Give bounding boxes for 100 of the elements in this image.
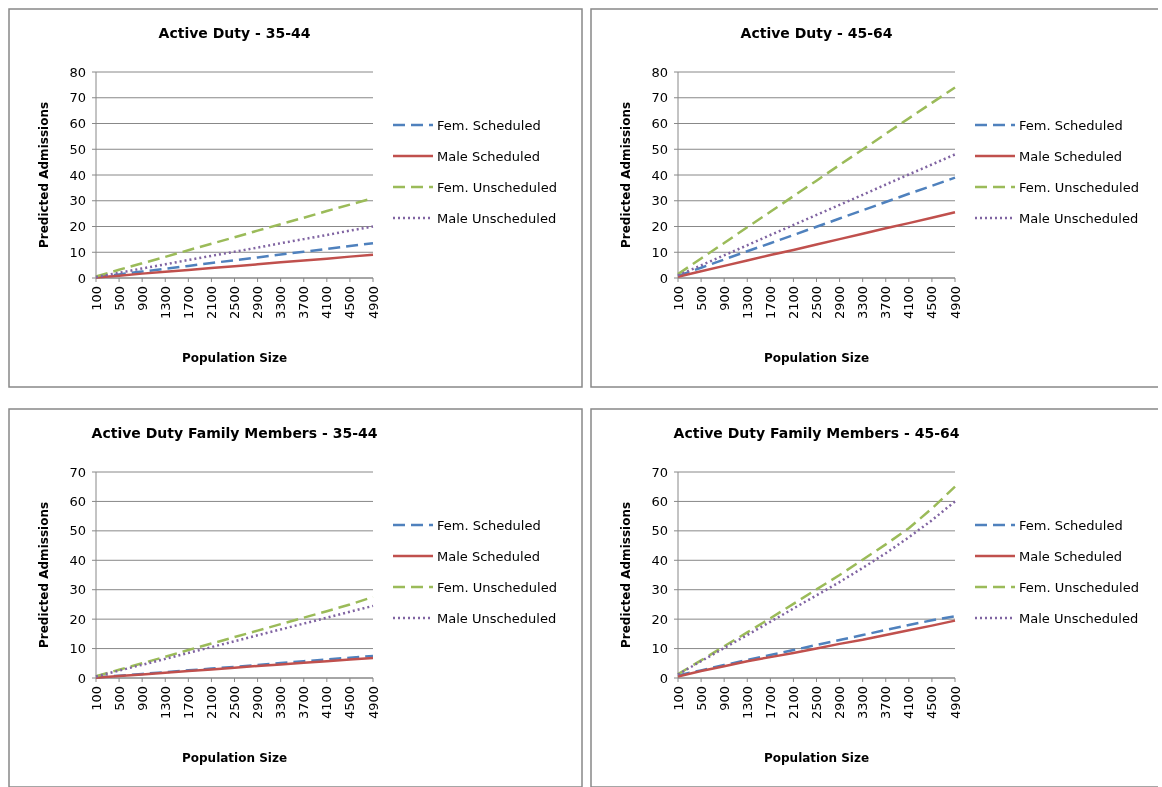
- y-tick-label: 20: [69, 611, 86, 627]
- x-tick-label: 500: [693, 686, 709, 711]
- x-tick-label: 1700: [762, 286, 778, 320]
- y-tick-label: 20: [69, 219, 86, 235]
- legend-label: Fem. Scheduled: [1019, 117, 1123, 133]
- x-tick-label: 900: [716, 686, 732, 711]
- x-tick-label: 4100: [901, 686, 917, 720]
- x-tick-label: 500: [693, 286, 709, 311]
- y-tick-label: 20: [651, 219, 668, 235]
- x-tick-label: 900: [134, 686, 150, 711]
- y-tick-label: 40: [69, 167, 86, 183]
- x-tick-label: 3700: [296, 686, 312, 720]
- y-axis-title: Predicted Admissions: [37, 501, 51, 649]
- y-tick-label: 60: [651, 116, 668, 132]
- legend-label: Fem. Unscheduled: [1019, 579, 1139, 595]
- legend-label: Fem. Scheduled: [437, 117, 541, 133]
- x-tick-label: 2500: [809, 686, 825, 720]
- legend-label: Male Scheduled: [437, 548, 540, 564]
- y-tick-label: 80: [651, 64, 668, 80]
- x-tick-label: 4500: [342, 686, 358, 720]
- legend-label: Male Scheduled: [1019, 548, 1122, 564]
- x-tick-label: 1700: [180, 286, 196, 320]
- x-axis-title: Population Size: [763, 751, 870, 765]
- x-tick-label: 2500: [227, 286, 243, 320]
- x-tick-label: 1300: [739, 286, 755, 320]
- y-tick-label: 0: [659, 670, 668, 686]
- y-tick-label: 40: [651, 167, 668, 183]
- y-tick-label: 0: [77, 670, 86, 686]
- legend-label: Male Scheduled: [1019, 148, 1122, 164]
- legend-label: Male Unscheduled: [1019, 610, 1139, 626]
- x-tick-label: 2900: [832, 686, 848, 720]
- y-tick-label: 0: [659, 270, 668, 286]
- y-tick-label: 10: [651, 641, 668, 657]
- legend-label: Fem. Unscheduled: [437, 179, 557, 195]
- x-tick-label: 500: [111, 686, 127, 711]
- x-tick-label: 100: [670, 286, 686, 311]
- x-tick-label: 100: [670, 686, 686, 711]
- legend-label: Fem. Scheduled: [437, 517, 541, 533]
- x-tick-label: 2100: [203, 686, 219, 720]
- x-axis-title: Population Size: [763, 351, 870, 365]
- y-axis-title: Predicted Admissions: [619, 501, 633, 649]
- y-tick-label: 50: [651, 523, 668, 539]
- y-tick-label: 50: [69, 141, 86, 157]
- x-tick-label: 4100: [319, 286, 335, 320]
- y-tick-label: 70: [651, 90, 668, 106]
- x-tick-label: 4500: [342, 286, 358, 320]
- x-tick-label: 4900: [365, 286, 381, 320]
- y-tick-label: 60: [69, 493, 86, 509]
- x-tick-label: 1300: [157, 686, 173, 720]
- x-tick-label: 2100: [785, 286, 801, 320]
- x-tick-label: 3700: [878, 686, 894, 720]
- x-tick-label: 3700: [878, 286, 894, 320]
- x-tick-label: 2100: [203, 286, 219, 320]
- x-tick-label: 4100: [901, 286, 917, 320]
- x-tick-label: 100: [88, 286, 104, 311]
- x-tick-label: 2900: [250, 686, 266, 720]
- x-tick-label: 3300: [273, 286, 289, 320]
- legend-label: Fem. Unscheduled: [437, 579, 557, 595]
- x-tick-label: 1300: [739, 686, 755, 720]
- x-tick-label: 900: [716, 286, 732, 311]
- x-tick-label: 500: [111, 286, 127, 311]
- x-tick-label: 3300: [273, 686, 289, 720]
- y-axis-title: Predicted Admissions: [619, 101, 633, 249]
- legend-label: Male Scheduled: [437, 148, 540, 164]
- y-tick-label: 10: [69, 641, 86, 657]
- y-tick-label: 60: [651, 493, 668, 509]
- x-tick-label: 1700: [762, 686, 778, 720]
- x-tick-label: 2900: [250, 286, 266, 320]
- legend-label: Male Unscheduled: [437, 610, 557, 626]
- legend-label: Fem. Scheduled: [1019, 517, 1123, 533]
- y-tick-label: 0: [77, 270, 86, 286]
- y-tick-label: 60: [69, 116, 86, 132]
- y-tick-label: 40: [651, 552, 668, 568]
- x-tick-label: 3300: [855, 286, 871, 320]
- x-tick-label: 1700: [180, 686, 196, 720]
- y-tick-label: 70: [69, 464, 86, 480]
- x-tick-label: 2100: [785, 686, 801, 720]
- x-tick-label: 4900: [365, 686, 381, 720]
- chart-title: Active Duty - 35-44: [158, 25, 311, 41]
- x-tick-label: 900: [134, 286, 150, 311]
- legend-label: Fem. Unscheduled: [1019, 179, 1139, 195]
- legend-label: Male Unscheduled: [437, 210, 557, 226]
- x-tick-label: 4100: [319, 686, 335, 720]
- legend-label: Male Unscheduled: [1019, 210, 1139, 226]
- x-tick-label: 2500: [809, 286, 825, 320]
- x-tick-label: 4900: [947, 686, 963, 720]
- y-tick-label: 30: [69, 193, 86, 209]
- y-tick-label: 50: [69, 523, 86, 539]
- chart-title: Active Duty Family Members - 35-44: [91, 425, 378, 441]
- y-tick-label: 50: [651, 141, 668, 157]
- x-tick-label: 2500: [227, 686, 243, 720]
- y-tick-label: 70: [651, 464, 668, 480]
- y-axis-title: Predicted Admissions: [37, 101, 51, 249]
- x-tick-label: 3300: [855, 686, 871, 720]
- x-tick-label: 4500: [924, 686, 940, 720]
- y-tick-label: 30: [651, 582, 668, 598]
- x-tick-label: 4500: [924, 286, 940, 320]
- y-tick-label: 20: [651, 611, 668, 627]
- y-tick-label: 10: [69, 244, 86, 260]
- y-tick-label: 40: [69, 552, 86, 568]
